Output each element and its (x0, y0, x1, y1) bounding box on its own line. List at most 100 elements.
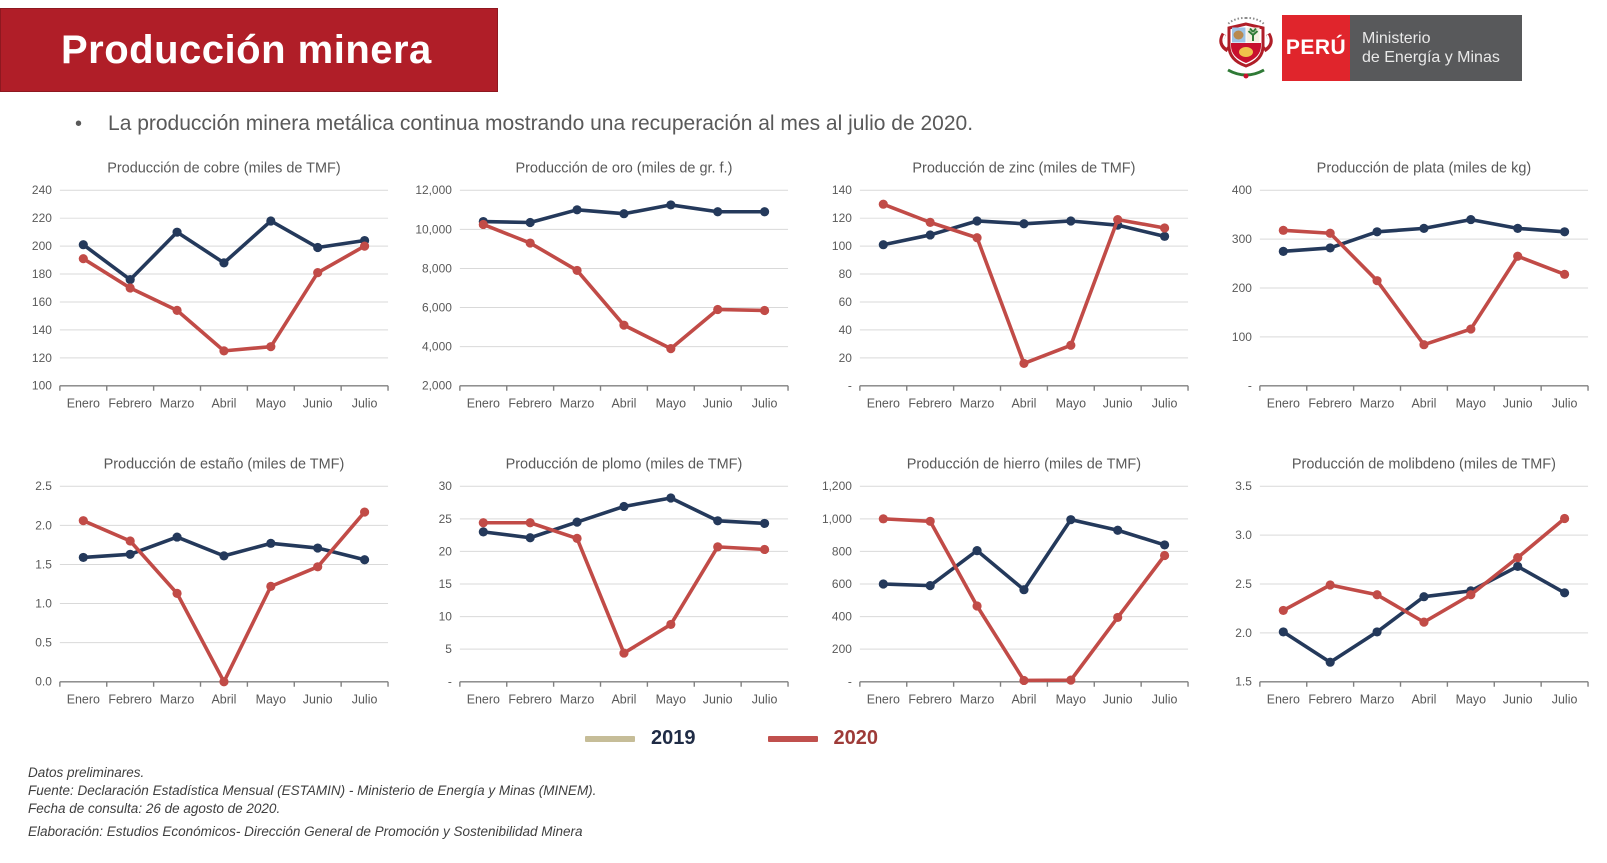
svg-text:Julio: Julio (352, 397, 378, 411)
svg-text:20: 20 (439, 544, 453, 558)
svg-text:Abril: Abril (1011, 693, 1036, 707)
svg-text:Enero: Enero (867, 693, 900, 707)
svg-text:Enero: Enero (1267, 693, 1300, 707)
svg-text:Febrero: Febrero (908, 693, 952, 707)
svg-text:400: 400 (1232, 183, 1252, 197)
svg-text:Julio: Julio (352, 693, 378, 707)
svg-text:-: - (848, 379, 852, 393)
footnote-datos: Datos preliminares. (28, 765, 145, 780)
svg-text:Abril: Abril (1411, 397, 1436, 411)
chart-cobre-plot: 100 120 140 160 180 200 220 240 Enero Febrero Marz… (32, 160, 389, 411)
svg-text:1,200: 1,200 (822, 479, 852, 493)
legend-label-2019: 2019 (651, 727, 696, 749)
svg-text:400: 400 (832, 610, 852, 624)
svg-text:0.0: 0.0 (35, 675, 52, 689)
svg-text:Julio: Julio (1552, 397, 1578, 411)
legend: 2019 2020 (585, 727, 878, 750)
svg-text:Enero: Enero (67, 693, 100, 707)
legend-swatch-2020 (767, 735, 818, 742)
svg-text:20: 20 (839, 351, 853, 365)
headline: • La producción minera metálica continua… (75, 110, 973, 138)
svg-text:25: 25 (439, 512, 453, 526)
svg-text:Mayo: Mayo (1056, 693, 1087, 707)
svg-text:Febrero: Febrero (1308, 397, 1352, 411)
svg-text:Marzo: Marzo (1360, 397, 1395, 411)
svg-text:30: 30 (439, 479, 453, 493)
svg-text:Abril: Abril (211, 693, 236, 707)
chart-plata: - 100 200 300 400 Enero Febrero Marzo Abril Mayo J… (1206, 156, 1602, 428)
svg-text:2.5: 2.5 (1235, 577, 1252, 591)
svg-text:Abril: Abril (1411, 693, 1436, 707)
svg-text:Producción de plomo (miles de: Producción de plomo (miles de TMF) (506, 456, 743, 472)
chart-zinc-plot: - 20 40 60 80 100 120 140 Enero Febrero Marzo Abril… (832, 160, 1189, 411)
chart-plomo: - 5 10 15 20 25 30 Enero Febrero Marzo Abril Mayo Ju… (406, 452, 802, 724)
svg-text:Junio: Junio (1503, 397, 1533, 411)
svg-text:300: 300 (1232, 232, 1252, 246)
svg-text:-: - (1248, 379, 1252, 393)
ministry-name-line2: de Energía y Minas (1362, 49, 1500, 66)
svg-text:Mayo: Mayo (1056, 397, 1087, 411)
svg-text:600: 600 (832, 577, 852, 591)
svg-text:8,000: 8,000 (422, 261, 452, 275)
svg-text:Febrero: Febrero (908, 397, 952, 411)
chart-molibdeno-plot: 1.5 2.0 2.5 3.0 3.5 Enero Febrero Marzo Abril May… (1235, 456, 1589, 707)
svg-text:Febrero: Febrero (1308, 693, 1352, 707)
chart-cobre: 100 120 140 160 180 200 220 240 Enero Febrero Marz… (6, 156, 402, 428)
svg-text:Junio: Junio (1503, 693, 1533, 707)
svg-text:-: - (848, 675, 852, 689)
svg-text:Mayo: Mayo (1456, 397, 1487, 411)
peru-logo-box: PERÚ (1282, 15, 1350, 81)
svg-text:200: 200 (1232, 281, 1252, 295)
svg-text:Producción de cobre (miles de: Producción de cobre (miles de TMF) (107, 160, 340, 176)
footnotes: Datos preliminares. Fuente: Declaración … (28, 764, 596, 841)
svg-text:Producción de plata (miles de: Producción de plata (miles de kg) (1317, 160, 1532, 176)
gov-logo: PERÚ Ministerio de Energía y Minas (1216, 14, 1522, 82)
svg-text:Enero: Enero (467, 693, 500, 707)
svg-text:Junio: Junio (703, 397, 733, 411)
svg-text:Abril: Abril (611, 693, 636, 707)
svg-text:Julio: Julio (1152, 397, 1178, 411)
svg-text:1.5: 1.5 (35, 557, 52, 571)
svg-text:Marzo: Marzo (1360, 693, 1395, 707)
svg-text:Marzo: Marzo (960, 693, 995, 707)
svg-text:-: - (448, 675, 452, 689)
svg-text:Enero: Enero (467, 397, 500, 411)
peru-coat-of-arms-icon (1216, 14, 1276, 82)
svg-text:3.0: 3.0 (1235, 528, 1252, 542)
svg-text:Febrero: Febrero (108, 693, 152, 707)
svg-text:2,000: 2,000 (422, 379, 452, 393)
chart-oro: 2,000 4,000 6,000 8,000 10,000 12,000 Enero Feb… (406, 156, 802, 428)
svg-text:Junio: Junio (1103, 693, 1133, 707)
chart-estano-plot: 0.0 0.5 1.0 1.5 2.0 2.5 Enero Febrero Marzo Abril… (35, 456, 389, 707)
footnote-fuente: Fuente: Declaración Estadística Mensual … (28, 783, 597, 798)
svg-text:Enero: Enero (867, 397, 900, 411)
chart-plomo-plot: - 5 10 15 20 25 30 Enero Febrero Marzo Abril Mayo Ju… (439, 456, 789, 707)
svg-text:Junio: Junio (303, 397, 333, 411)
chart-oro-plot: 2,000 4,000 6,000 8,000 10,000 12,000 Enero Feb… (415, 160, 789, 411)
svg-text:Abril: Abril (211, 397, 236, 411)
svg-text:Febrero: Febrero (108, 397, 152, 411)
footnote-fecha: Fecha de consulta: 26 de agosto de 2020. (28, 801, 281, 816)
page-title-banner: Producción minera (0, 8, 498, 92)
svg-text:Abril: Abril (1011, 397, 1036, 411)
svg-text:Abril: Abril (611, 397, 636, 411)
svg-text:Junio: Junio (703, 693, 733, 707)
svg-text:4,000: 4,000 (422, 340, 452, 354)
svg-text:Julio: Julio (1152, 693, 1178, 707)
svg-text:10: 10 (439, 610, 453, 624)
svg-text:Enero: Enero (67, 397, 100, 411)
svg-text:2.5: 2.5 (35, 479, 52, 493)
svg-text:1.0: 1.0 (35, 597, 52, 611)
legend-item-2020: 2020 (767, 727, 878, 750)
svg-text:100: 100 (832, 239, 852, 253)
svg-text:Marzo: Marzo (560, 397, 595, 411)
page-title: Producción minera (61, 27, 432, 72)
svg-text:Enero: Enero (1267, 397, 1300, 411)
svg-text:5: 5 (445, 642, 452, 656)
svg-text:Julio: Julio (1552, 693, 1578, 707)
ministry-name-line1: Ministerio (1362, 29, 1431, 47)
headline-text: La producción minera metálica continua m… (108, 112, 974, 135)
svg-text:40: 40 (839, 323, 853, 337)
svg-text:80: 80 (839, 267, 853, 281)
chart-plata-plot: - 100 200 300 400 Enero Febrero Marzo Abril Mayo J… (1232, 160, 1589, 411)
